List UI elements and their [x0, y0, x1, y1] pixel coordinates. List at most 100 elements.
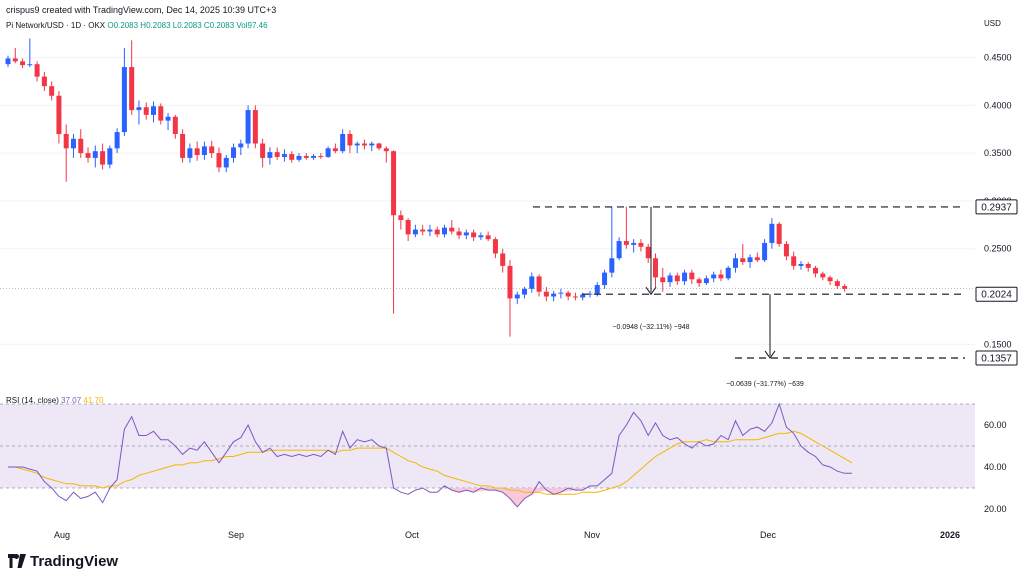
- candle-body: [776, 223, 782, 244]
- candle-body: [100, 151, 106, 165]
- price-tick-label: 0.3500: [984, 148, 1012, 158]
- candle-body: [514, 294, 520, 299]
- symbol-legend[interactable]: Pi Network/USD · 1D · OKX O0.2083 H0.208…: [6, 21, 268, 30]
- candle-body: [674, 275, 680, 282]
- currency-label: USD: [984, 19, 1001, 28]
- candle-body: [733, 258, 738, 268]
- candle-body: [311, 155, 317, 158]
- candle-body: [231, 147, 237, 158]
- candle-body: [383, 148, 389, 152]
- candle-body: [107, 148, 113, 165]
- ohlc-values: O0.2083 H0.2083 L0.2083 C0.2083: [107, 21, 235, 30]
- candle-body: [92, 151, 98, 158]
- candle-body: [791, 256, 797, 266]
- candle-body: [143, 107, 149, 115]
- candle-body: [63, 133, 69, 149]
- price-grid: [0, 57, 975, 345]
- candle-body: [172, 116, 178, 134]
- candle-body: [209, 146, 215, 154]
- candle-body: [536, 276, 542, 292]
- rsi-tick-label: 40.00: [984, 462, 1007, 472]
- candle-body: [70, 138, 76, 149]
- candle-body: [5, 58, 11, 65]
- rsi-panel: 60.00 40.00 20.00: [0, 402, 1007, 514]
- candle-body: [347, 133, 353, 146]
- candle-body: [260, 143, 266, 158]
- candle-body: [34, 64, 40, 77]
- candle-body: [471, 232, 477, 238]
- price-tag-label: 0.1357: [981, 353, 1012, 364]
- time-tick-label: Nov: [584, 530, 601, 540]
- measure-label: −0.0948 (−32.11%) −948: [612, 324, 689, 331]
- price-tick-label: 0.1500: [984, 339, 1012, 349]
- candle-body: [85, 153, 91, 158]
- time-tick-label: Oct: [405, 530, 420, 540]
- candle-body: [725, 267, 731, 279]
- candle-body: [572, 296, 578, 298]
- candle-body: [216, 153, 222, 168]
- rsi-legend[interactable]: RSI (14, close) 37.07 41.70: [6, 396, 103, 405]
- price-tick-label: 0.2500: [984, 244, 1012, 254]
- candle-body: [783, 243, 789, 257]
- candle-body: [623, 241, 629, 245]
- candle-body: [703, 278, 709, 284]
- price-tag-box: [975, 199, 1018, 215]
- creator-line: crispus9 created with TradingView.com, D…: [6, 5, 277, 15]
- candle-body: [78, 138, 84, 154]
- candle-body: [267, 152, 273, 158]
- candle-body: [449, 227, 455, 232]
- time-tick-label: 2026: [940, 530, 960, 540]
- rsi-tick-label: 60.00: [984, 420, 1007, 430]
- candle-body: [318, 155, 324, 157]
- candle-body: [12, 58, 18, 62]
- candle-body: [238, 143, 244, 148]
- candle-body: [754, 257, 760, 261]
- candle-body: [136, 107, 142, 111]
- brand-name[interactable]: TradingView: [30, 553, 119, 570]
- candle-body: [463, 232, 469, 236]
- price-tag-label: 0.2024: [981, 290, 1012, 301]
- candle-body: [325, 148, 331, 157]
- candle-body: [689, 272, 695, 280]
- candle-body: [405, 220, 411, 235]
- candle-body: [376, 143, 382, 149]
- candle-body: [369, 143, 375, 146]
- candle-body: [361, 143, 367, 146]
- tradingview-logo-icon: [8, 554, 26, 568]
- candle-body: [420, 229, 426, 232]
- candle-body: [805, 263, 811, 268]
- measure-annotations: 0.2937 0.2024 0.1357 −0.0948 (−32.11%) −948…: [533, 199, 1018, 388]
- candle-body: [667, 275, 673, 283]
- candle-body: [478, 235, 484, 238]
- candle-body: [543, 291, 549, 297]
- candle-body: [609, 258, 615, 273]
- rsi-tick-label: 20.00: [984, 504, 1007, 514]
- candle-body: [645, 246, 651, 259]
- candle-body: [303, 155, 309, 158]
- rsi-line: [8, 402, 852, 508]
- candle-body: [594, 285, 600, 294]
- candle-body: [820, 273, 826, 278]
- candle-body: [827, 277, 833, 282]
- candle-body: [223, 157, 229, 168]
- candle-body: [813, 267, 819, 274]
- candle-body: [529, 276, 535, 289]
- candle-body: [565, 292, 571, 297]
- candle-body: [289, 154, 295, 160]
- candle-body: [194, 148, 200, 156]
- candle-body: [354, 143, 360, 146]
- candle-body: [522, 288, 528, 295]
- candle-body: [332, 148, 338, 152]
- candle-body: [696, 279, 702, 284]
- candle-body: [631, 242, 637, 245]
- candle-body: [442, 227, 447, 235]
- measure-label: −0.0639 (−31.77%) −639: [726, 381, 804, 388]
- candle-body: [798, 263, 804, 266]
- candle-body: [180, 133, 186, 158]
- candle-body: [41, 76, 47, 87]
- candle-body: [27, 64, 33, 66]
- candle-body: [121, 67, 127, 133]
- candle-body: [682, 272, 688, 282]
- candle-body: [580, 294, 586, 298]
